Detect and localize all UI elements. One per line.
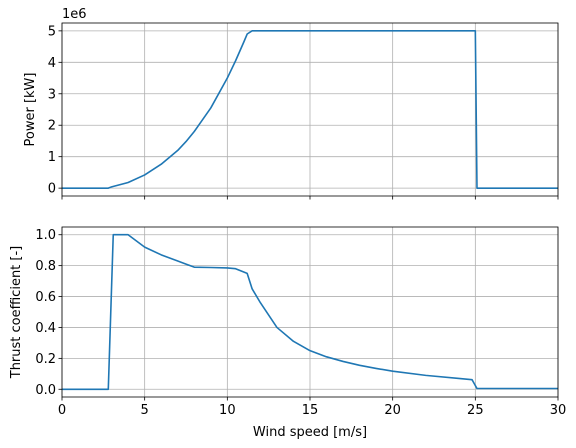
power-panel: 0 1 2 3 4 5 Power [kW] 1e6	[23, 7, 559, 200]
y-tick-label: 2	[48, 119, 56, 134]
series-line	[62, 233, 558, 391]
y-tick-label: 0	[48, 182, 56, 197]
y-axis-label: Power [kW]	[23, 73, 38, 147]
y-tick-label: 5	[48, 24, 56, 39]
x-tick-label: 5	[141, 403, 149, 418]
y-tick-label: 0.0	[35, 383, 56, 398]
x-tick-label: 15	[302, 403, 319, 418]
y-tick-label: 0.8	[35, 259, 56, 274]
y-tick-label: 3	[48, 87, 56, 102]
x-tick-label: 30	[550, 403, 567, 418]
thrust-panel: 0 5 10 15 20 25 30 0.0 0.2 0.4 0.6 0.8 1.0 Thrust coe…	[9, 226, 567, 440]
y-tick-label: 1	[48, 150, 56, 165]
x-tick-label: 25	[467, 403, 484, 418]
y-tick-label: 0.2	[35, 352, 56, 367]
y-tick-label: 4	[48, 56, 56, 71]
y-tick-label: 0.4	[35, 321, 56, 336]
y-axis-label: Thrust coefficient [-]	[9, 246, 24, 380]
y-tick-label: 1.0	[35, 228, 56, 243]
x-tick-label: 20	[384, 403, 401, 418]
y-tick-label: 0.6	[35, 290, 56, 305]
x-tick-label: 10	[219, 403, 236, 418]
y-offset-label: 1e6	[62, 7, 87, 22]
x-tick-label: 0	[58, 403, 66, 418]
series-line	[62, 30, 558, 189]
x-axis-label: Wind speed [m/s]	[253, 425, 367, 440]
